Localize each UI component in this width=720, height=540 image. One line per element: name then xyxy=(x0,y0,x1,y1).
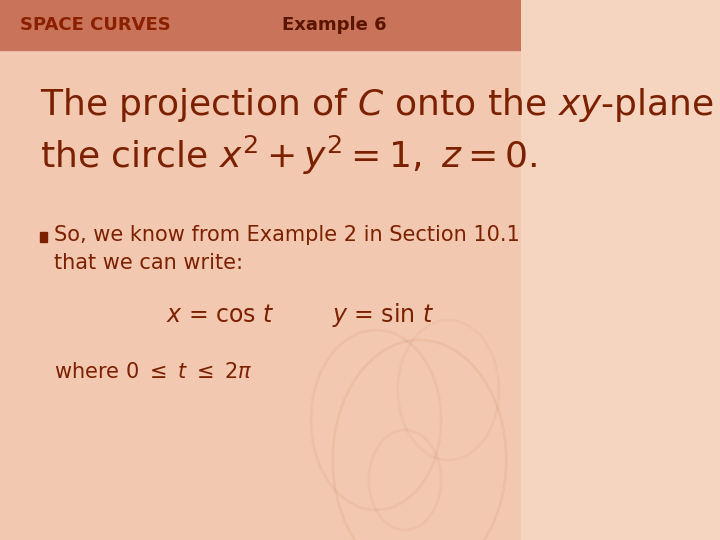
Text: SPACE CURVES: SPACE CURVES xyxy=(20,16,171,34)
Text: where 0 $\leq$ $\mathit{t}$ $\leq$ 2$\pi$: where 0 $\leq$ $\mathit{t}$ $\leq$ 2$\pi… xyxy=(54,362,253,382)
Text: The projection of $\mathit{C}$ onto the $\mathit{xy}$-plane is: The projection of $\mathit{C}$ onto the … xyxy=(40,86,720,124)
Bar xyxy=(40,232,47,242)
Text: Example 6: Example 6 xyxy=(282,16,387,34)
Bar xyxy=(0,0,521,50)
Text: that we can write:: that we can write: xyxy=(54,253,243,273)
Text: $\mathit{x}$ = cos $\mathit{t}$        $\mathit{y}$ = sin $\mathit{t}$: $\mathit{x}$ = cos $\mathit{t}$ $\mathit… xyxy=(166,301,434,329)
Text: the circle $\mathit{x}^2 + \mathit{y}^2 = 1,\ \mathit{z} = 0.$: the circle $\mathit{x}^2 + \mathit{y}^2 … xyxy=(40,133,537,177)
Text: So, we know from Example 2 in Section 10.1: So, we know from Example 2 in Section 10… xyxy=(54,225,520,245)
